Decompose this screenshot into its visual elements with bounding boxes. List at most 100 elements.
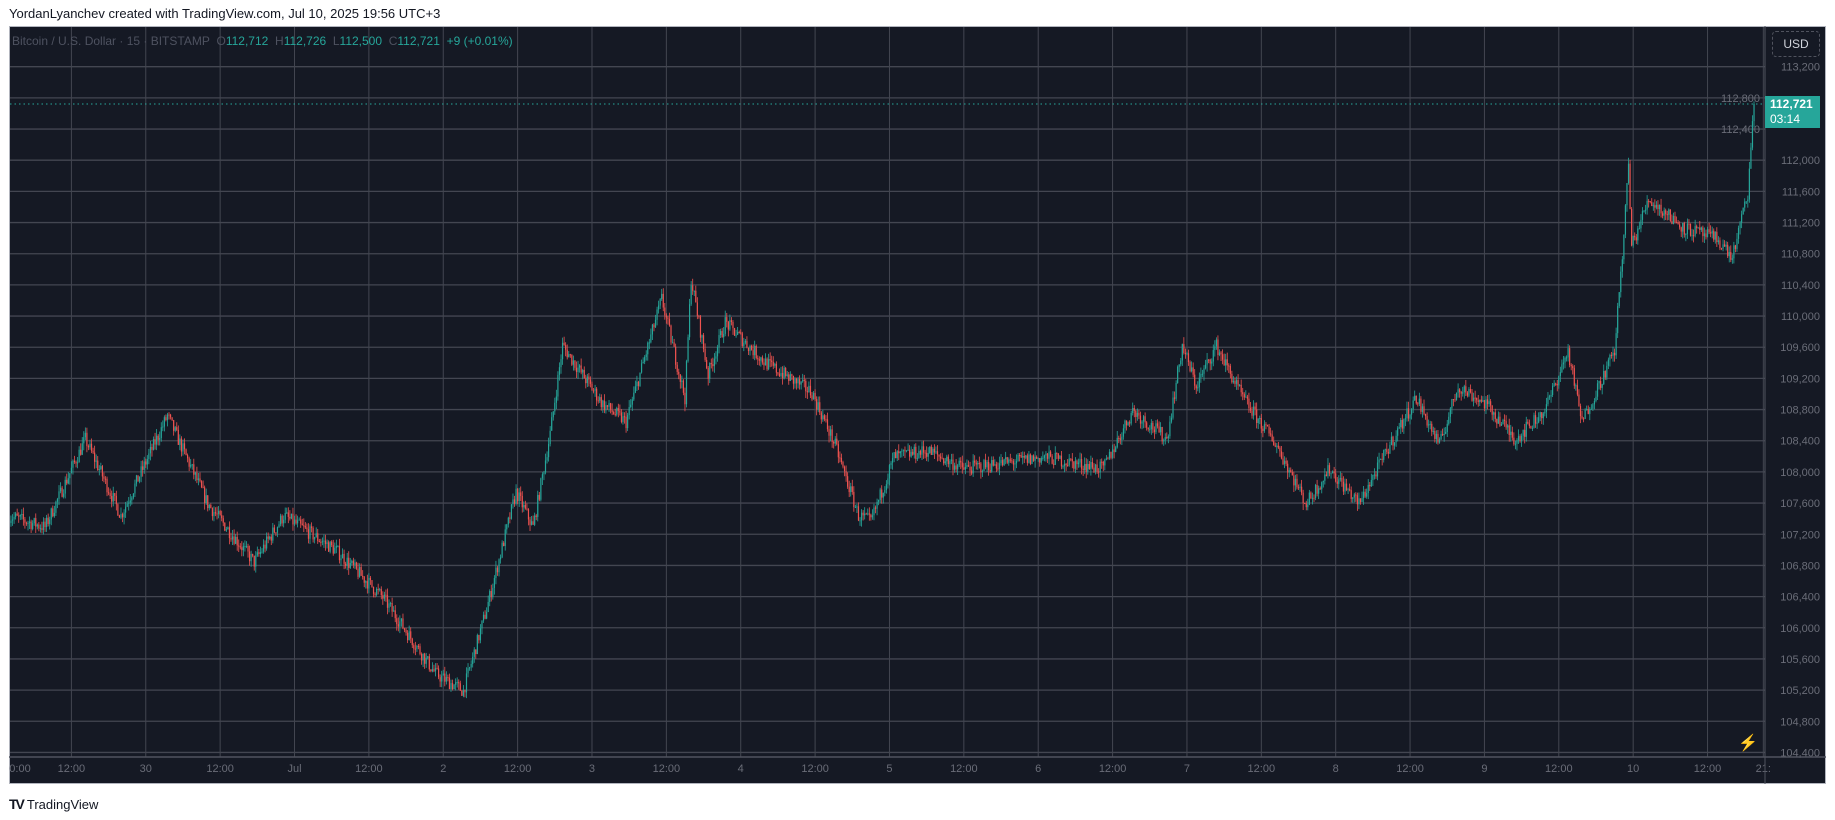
candle-up (33, 518, 35, 524)
candle-down (1437, 433, 1439, 443)
candle-up (242, 546, 244, 551)
candle-down (331, 541, 333, 546)
candle-up (935, 451, 937, 453)
candle-up (636, 381, 638, 387)
candle-up (723, 333, 725, 338)
candle-up (1005, 457, 1007, 460)
candle-up (191, 464, 193, 466)
candle-down (1480, 399, 1482, 402)
candle-up (929, 446, 931, 454)
candle-down (202, 487, 204, 489)
candle-up (1142, 416, 1145, 422)
candle-up (1311, 497, 1314, 499)
candle-down (1217, 339, 1219, 356)
candle-down (360, 567, 362, 576)
candle-down (16, 513, 18, 516)
candle-down (589, 379, 592, 384)
candle-up (1225, 359, 1227, 366)
candle-up (492, 587, 494, 598)
candle-down (362, 575, 364, 577)
candle-up (558, 367, 561, 375)
candle-down (997, 468, 999, 470)
chart-frame[interactable] (9, 26, 1826, 784)
candle-down (1012, 461, 1015, 465)
candle-down (1304, 503, 1306, 505)
symbol-name[interactable]: Bitcoin / U.S. Dollar · 15 · BITSTAMP (12, 34, 210, 48)
candle-down (1677, 222, 1679, 225)
candle-up (913, 446, 915, 455)
candle-down (1508, 425, 1510, 436)
candle-down (18, 515, 20, 517)
candle-up (162, 426, 164, 428)
x-tick-label: 0:00 (9, 763, 30, 775)
candle-up (1445, 431, 1447, 434)
candle-down (943, 458, 945, 464)
candle-up (152, 439, 155, 450)
candle-up (235, 536, 237, 544)
candle-up (1697, 227, 1699, 229)
candle-down (310, 526, 313, 528)
candle-up (905, 450, 908, 452)
candle-up (19, 515, 21, 517)
candle-down (755, 345, 757, 359)
candle-down (960, 460, 962, 463)
candle-down (1220, 352, 1222, 355)
candle-down (1240, 384, 1242, 393)
candle-up (486, 611, 488, 619)
candle-up (205, 495, 207, 504)
candle-up (642, 361, 644, 364)
candle-up (1468, 389, 1470, 396)
candle-down (402, 618, 404, 629)
candle-up (1632, 235, 1634, 246)
candle-up (225, 529, 227, 531)
candle-down (775, 363, 777, 373)
candle-up (1327, 465, 1329, 477)
candle-up (561, 342, 564, 360)
candle-up (1084, 464, 1086, 470)
candle-down (1096, 464, 1098, 472)
candle-up (1741, 214, 1743, 223)
candle-down (1600, 381, 1602, 388)
candle-up (329, 541, 331, 552)
candle-up (89, 443, 91, 448)
tradingview-logo[interactable]: TV TradingView (9, 796, 98, 812)
candle-up (1062, 466, 1064, 468)
candle-down (177, 429, 179, 445)
candle-down (1266, 424, 1269, 427)
candle-up (67, 478, 69, 484)
candle-down (207, 495, 209, 509)
candle-down (300, 519, 302, 524)
candle-up (1294, 478, 1297, 486)
candle-up (764, 358, 767, 366)
candle-down (845, 471, 847, 477)
candle-down (196, 472, 198, 481)
candle-up (1428, 424, 1430, 426)
candle-down (1727, 244, 1729, 257)
candle-down (419, 646, 421, 654)
candle-down (44, 521, 46, 528)
candle-down (1734, 245, 1737, 249)
candle-down (430, 669, 432, 672)
candle-up (654, 319, 657, 328)
candle-down (1696, 226, 1698, 229)
candle-up (59, 487, 62, 492)
candle-down (857, 506, 860, 521)
candle-down (1152, 422, 1154, 430)
candle-up (507, 517, 509, 525)
y-tick-label: 105,200 (1780, 685, 1820, 697)
candle-up (112, 493, 114, 502)
candle-up (1703, 233, 1706, 237)
candle-down (614, 414, 616, 416)
candle-up (1488, 401, 1490, 405)
candle-up (166, 414, 169, 421)
candle-down (741, 333, 743, 347)
candle-up (1412, 400, 1414, 410)
candle-up (768, 359, 770, 370)
candle-up (1618, 292, 1620, 307)
candle-up (255, 555, 257, 567)
candle-up (346, 557, 348, 566)
candle-up (1565, 357, 1568, 359)
currency-button[interactable]: USD (1772, 31, 1820, 57)
candle-down (1243, 394, 1245, 398)
